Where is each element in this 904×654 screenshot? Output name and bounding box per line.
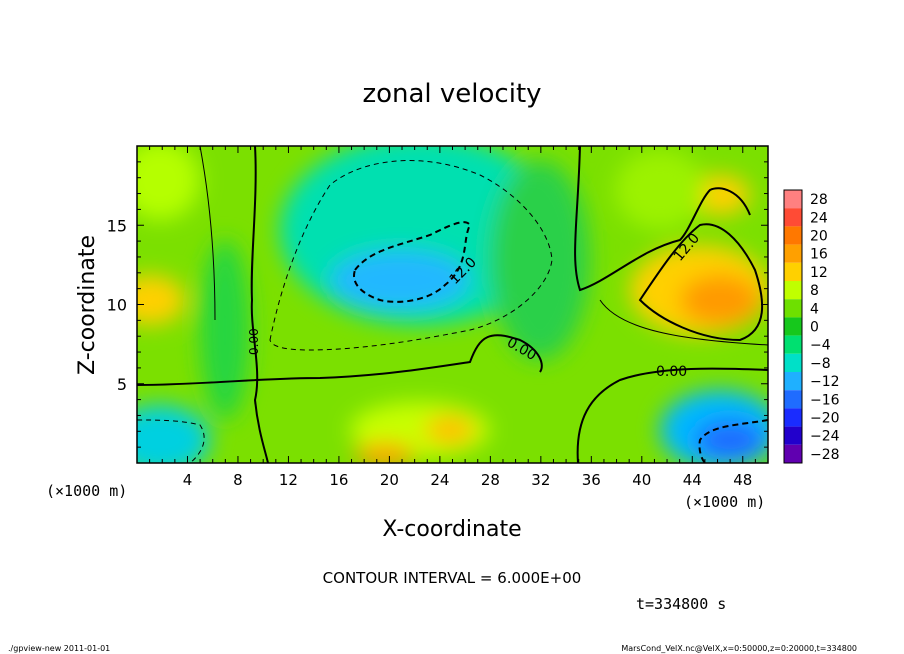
y-axis-ticks: 5 10 15 [107,161,768,448]
contour-dashed-lower-right [698,419,768,463]
contour-interval: CONTOUR INTERVAL = 6.000E+00 [323,569,582,587]
field-blob [137,146,200,220]
colorbar-swatch [784,244,802,263]
colorbar-label: −8 [810,356,831,372]
contour-thin-left [199,146,216,321]
colorbar-label: 24 [810,210,828,226]
colorbar-label: −16 [810,392,840,408]
x-tick-label: 16 [329,471,348,489]
colorbar-label: −12 [810,374,840,390]
contour-dashed-outer [269,160,553,351]
contour-zero-mid [137,334,543,386]
field-blob [615,150,705,230]
field-blob [680,275,760,325]
colorbar-label: 4 [810,301,819,317]
colorbar-swatch [784,262,802,281]
color-field [137,146,768,463]
y-tick-label: 15 [107,216,127,235]
contour-zero-lower [576,367,768,463]
x-tick-label: 48 [733,471,752,489]
field-blob [695,420,765,460]
colorbar-swatch [784,390,802,409]
colorbar-swatch [784,226,802,245]
colorbar-swatch [784,408,802,427]
y-axis-label: Z-coordinate [75,235,100,375]
x-tick-label: 40 [632,471,651,489]
colorbar-swatch [784,372,802,391]
colorbar-swatch [784,281,802,300]
contour-label: 0.00 [247,328,261,355]
colorbar-label: 0 [810,320,819,336]
footer-right: MarsCond_VelX.nc@VelX,x=0:50000,z=0:2000… [621,644,857,653]
chart-title: zonal velocity [362,79,541,109]
colorbar-label: 12 [810,265,828,281]
x-tick-label: 8 [233,471,243,489]
x-tick-label: 28 [481,471,500,489]
contour-lines [137,146,768,463]
colorbar-swatch [784,317,802,336]
contour-12-left-inner [353,221,472,303]
x-tick-label: 36 [582,471,601,489]
contour-thin-right [599,299,768,346]
field-blob [200,240,250,420]
time-label: t=334800 s [636,595,726,613]
x-unit-label-left: (×1000 m) [46,482,127,500]
x-axis-ticks: 4 8 12 16 20 24 28 32 36 40 44 48 [149,146,756,489]
colorbar-label: 8 [810,283,819,299]
colorbar-label: 28 [810,192,828,208]
contour-dashed-lower-left [137,419,205,463]
colorbar-swatch [784,426,802,445]
colorbar-swatch [784,208,802,227]
x-tick-label: 32 [531,471,550,489]
footer-left: ./gpview-new 2011-01-01 [8,644,110,653]
contour-12-right [638,223,764,342]
colorbar-label: 16 [810,247,828,263]
colorbar-swatch [784,353,802,372]
field-blob [137,405,210,463]
colorbar-label: 20 [810,229,828,245]
field-blob [690,175,750,215]
colorbar-swatch [784,190,802,209]
x-tick-label: 24 [430,471,449,489]
colorbar-label: −28 [810,447,840,463]
contour-zero-right [574,146,751,292]
colorbar: 28 24 20 16 12 8 4 0 −4 −8 −12 −16 −20 −24 −28 [783,189,840,464]
x-tick-label: 4 [183,471,193,489]
field-blob [330,250,470,310]
field-blob [425,415,475,445]
colorbar-label: −24 [810,429,840,445]
x-unit-label-right: (×1000 m) [684,493,765,511]
x-tick-label: 44 [683,471,702,489]
colorbar-frame [783,189,803,464]
x-tick-label: 12 [279,471,298,489]
colorbar-swatch [784,299,802,318]
field-blob [490,160,590,360]
y-tick-label: 5 [117,375,127,394]
y-tick-label: 10 [107,296,127,315]
field-blob [137,275,185,325]
colorbar-label: −20 [810,411,840,427]
field-blob [355,443,415,463]
contour-zero-left [250,146,269,463]
colorbar-swatch [784,444,802,463]
contour-label: 0.00 [656,364,687,380]
colorbar-swatch [784,335,802,354]
x-axis-label: X-coordinate [382,517,521,542]
x-tick-label: 20 [380,471,399,489]
colorbar-label: −4 [810,338,831,354]
